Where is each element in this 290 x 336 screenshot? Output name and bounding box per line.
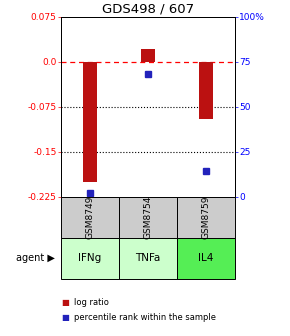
Text: log ratio: log ratio [74, 298, 109, 307]
Text: IL4: IL4 [198, 253, 214, 263]
Text: GSM8749: GSM8749 [85, 196, 95, 239]
Text: agent ▶: agent ▶ [16, 253, 55, 263]
Bar [141, 49, 155, 62]
Bar [199, 62, 213, 119]
Text: GSM8754: GSM8754 [143, 196, 153, 239]
Title: GDS498 / 607: GDS498 / 607 [102, 3, 194, 16]
Text: GSM8759: GSM8759 [201, 196, 211, 239]
Text: IFNg: IFNg [78, 253, 102, 263]
Text: TNFa: TNFa [135, 253, 161, 263]
Text: ■: ■ [61, 313, 69, 322]
Bar [83, 62, 97, 181]
Text: ■: ■ [61, 298, 69, 307]
Text: percentile rank within the sample: percentile rank within the sample [74, 313, 216, 322]
